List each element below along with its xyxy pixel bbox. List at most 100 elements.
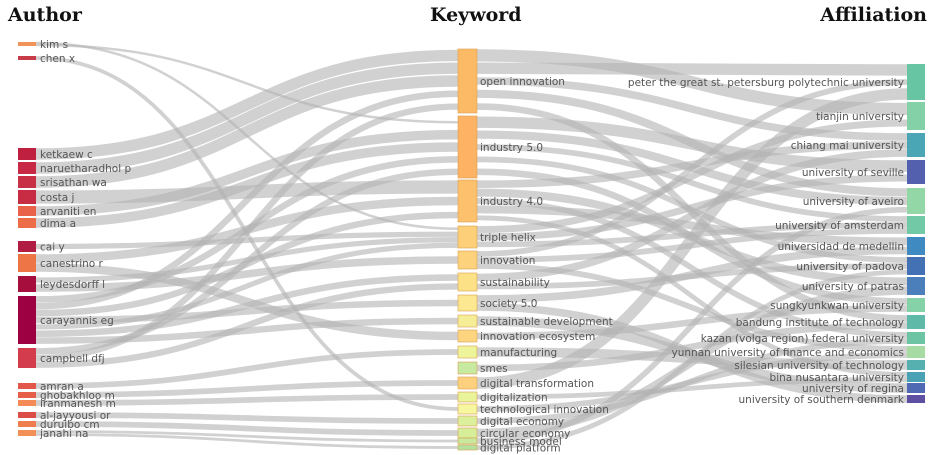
- keyword-node-manufacturing[interactable]: [457, 345, 478, 359]
- author-node-dima-a[interactable]: [18, 218, 36, 228]
- author-node-leydesdorff-l[interactable]: [18, 276, 36, 292]
- keyword-node-sustainability[interactable]: [457, 272, 478, 292]
- flow-digital-platform-to-university-of-padova[interactable]: [476, 269, 908, 450]
- affiliation-node-university-of-amsterdam[interactable]: [907, 216, 925, 234]
- flow-triple-helix-to-university-of-seville[interactable]: [476, 174, 908, 241]
- flow-business-model-to-university-of-aveiro[interactable]: [476, 206, 908, 444]
- author-node-campbell-dfj[interactable]: [18, 348, 36, 368]
- affiliation-node-bandung-institute-of-technology[interactable]: [907, 315, 925, 329]
- keyword-node-circular-economy[interactable]: [457, 427, 478, 439]
- flow-campbell-dfj-to-open-innovation[interactable]: [35, 103, 459, 362]
- flow-industry-5-0-to-university-of-seville[interactable]: [476, 116, 908, 172]
- flow-digitalization-to-bina-nusantara-university[interactable]: [476, 377, 908, 400]
- flow-open-innovation-to-chiang-mai-university[interactable]: [476, 77, 908, 141]
- flow-duruibo-cm-to-circular-economy[interactable]: [35, 421, 459, 436]
- flow-cai-y-to-triple-helix[interactable]: [35, 231, 459, 250]
- keyword-node-sustainable-development[interactable]: [457, 314, 478, 328]
- keyword-node-innovation-ecosystem[interactable]: [457, 329, 478, 343]
- keyword-label-sustainable-development: sustainable development: [480, 316, 613, 328]
- flow-naruetharadhol-p-to-open-innovation[interactable]: [35, 62, 459, 174]
- affiliation-node-university-of-regina[interactable]: [907, 383, 925, 393]
- flow-campbell-dfj-to-sustainability[interactable]: [35, 283, 459, 368]
- flow-industry-4-0-to-universidad-de-medellin[interactable]: [476, 205, 908, 246]
- affiliation-node-university-of-southern-denmark[interactable]: [907, 395, 925, 403]
- affiliation-node-universidad-de-medellin[interactable]: [907, 237, 925, 255]
- affiliation-node-tianjin-university[interactable]: [907, 102, 925, 130]
- author-node-costa-j[interactable]: [18, 190, 36, 204]
- affiliation-node-peter-the-great-st-petersburg-polytechnic-university[interactable]: [907, 64, 925, 100]
- author-label-costa-j: costa j: [40, 192, 74, 204]
- author-node-duruibo-cm[interactable]: [18, 421, 36, 427]
- author-node-canestrino-r[interactable]: [18, 254, 36, 272]
- keyword-node-innovation[interactable]: [457, 250, 478, 270]
- flow-innovation-to-peter-the-great-st-petersburg-polytechnic-university[interactable]: [476, 79, 908, 257]
- flow-dima-a-to-industry-5-0[interactable]: [35, 142, 459, 228]
- keyword-node-digital-transformation[interactable]: [457, 376, 478, 390]
- flow-digital-transformation-to-peter-the-great-st-petersburg-polytechnic-university[interactable]: [476, 88, 908, 389]
- flow-carayannis-eg-to-open-innovation[interactable]: [35, 90, 459, 310]
- keyword-node-digital-economy[interactable]: [457, 415, 478, 427]
- affiliation-node-chiang-mai-university[interactable]: [907, 133, 925, 157]
- affiliation-node-bina-nusantara-university[interactable]: [907, 372, 925, 382]
- keyword-node-technological-innovation[interactable]: [457, 403, 478, 415]
- author-node-amran-a[interactable]: [18, 383, 36, 389]
- author-node-ghobakhloo-m[interactable]: [18, 392, 36, 398]
- keyword-node-digitalization[interactable]: [457, 391, 478, 403]
- flow-ketkaew-c-to-open-innovation[interactable]: [35, 49, 459, 160]
- flow-industry-5-0-to-university-of-amsterdam[interactable]: [476, 144, 908, 222]
- affiliation-node-yunnan-university-of-finance-and-economics[interactable]: [907, 346, 925, 358]
- keyword-node-open-innovation[interactable]: [457, 48, 478, 114]
- keyword-nodes: open innovation industry 5.0 industry 4.0 t…: [457, 48, 613, 454]
- affiliation-node-university-of-aveiro[interactable]: [907, 188, 925, 214]
- affiliation-label-tianjin-university: tianjin university: [816, 111, 904, 123]
- flow-carayannis-eg-to-triple-helix[interactable]: [35, 242, 459, 330]
- flow-amran-a-to-manufacturing[interactable]: [35, 349, 459, 389]
- flow-janahi-na-to-digital-platform[interactable]: [35, 433, 459, 449]
- keyword-node-society-5-0[interactable]: [457, 294, 478, 312]
- flow-sustainability-to-chiang-mai-university[interactable]: [476, 149, 908, 282]
- author-node-cai-y[interactable]: [18, 241, 36, 252]
- author-node-janahi-na[interactable]: [18, 430, 36, 436]
- affiliation-node-university-of-padova[interactable]: [907, 257, 925, 275]
- affiliation-node-sungkyunkwan-university[interactable]: [907, 298, 925, 312]
- author-node-chen-x[interactable]: [18, 56, 36, 60]
- flow-canestrino-r-to-innovation-ecosystem[interactable]: [35, 263, 459, 341]
- flow-ghobakhloo-m-to-digital-transformation[interactable]: [35, 380, 459, 398]
- flow-open-innovation-to-peter-the-great-st-petersburg-polytechnic-university[interactable]: [476, 62, 908, 76]
- keyword-node-industry-4-0[interactable]: [457, 179, 478, 223]
- author-node-arvaniti-en[interactable]: [18, 206, 36, 216]
- keyword-node-digital-platform[interactable]: [457, 444, 478, 451]
- flow-iranmanesh-m-to-digitalization[interactable]: [35, 394, 459, 406]
- flow-carayannis-eg-to-society-5-0[interactable]: [35, 299, 459, 324]
- author-node-carayannis-eg[interactable]: [18, 296, 36, 344]
- flow-leydesdorff-l-to-innovation[interactable]: [35, 256, 459, 292]
- author-node-ketkaew-c[interactable]: [18, 148, 36, 160]
- keyword-node-triple-helix[interactable]: [457, 225, 478, 249]
- author-node-kim-s[interactable]: [18, 42, 36, 46]
- keyword-node-industry-5-0[interactable]: [457, 115, 478, 179]
- author-node-iranmanesh-m[interactable]: [18, 400, 36, 406]
- flow-arvaniti-en-to-industry-5-0[interactable]: [35, 129, 459, 216]
- author-node-al-jayyousi-or[interactable]: [18, 412, 36, 418]
- keyword-label-open-innovation: open innovation: [480, 76, 565, 88]
- keyword-label-technological-innovation: technological innovation: [480, 404, 609, 416]
- author-node-naruetharadhol-p[interactable]: [18, 162, 36, 174]
- keyword-label-business-model: business model: [480, 436, 562, 448]
- author-node-srisathan-wa[interactable]: [18, 176, 36, 188]
- flow-triple-helix-to-tianjin-university[interactable]: [476, 119, 908, 234]
- flow-society-5-0-to-universidad-de-medellin[interactable]: [476, 246, 908, 303]
- keyword-node-smes[interactable]: [457, 361, 478, 375]
- flow-al-jayyousi-or-to-digital-economy[interactable]: [35, 412, 459, 424]
- keyword-node-business-model[interactable]: [457, 437, 478, 445]
- flow-carayannis-eg-to-sustainability[interactable]: [35, 274, 459, 337]
- affiliation-node-university-of-patras[interactable]: [907, 277, 925, 295]
- keyword-label-society-5-0: society 5.0: [480, 298, 537, 310]
- flow-costa-j-to-industry-4-0[interactable]: [35, 180, 459, 204]
- affiliation-node-silesian-university-of-technology[interactable]: [907, 360, 925, 370]
- affiliation-node-kazan-volga-region-federal-university[interactable]: [907, 332, 925, 344]
- flow-digital-economy-to-kazan-volga-region-federal-university[interactable]: [476, 338, 908, 424]
- flow-srisathan-wa-to-open-innovation[interactable]: [35, 75, 459, 188]
- flow-janahi-na-to-business-model[interactable]: [35, 430, 459, 443]
- affiliation-node-university-of-seville[interactable]: [907, 160, 925, 184]
